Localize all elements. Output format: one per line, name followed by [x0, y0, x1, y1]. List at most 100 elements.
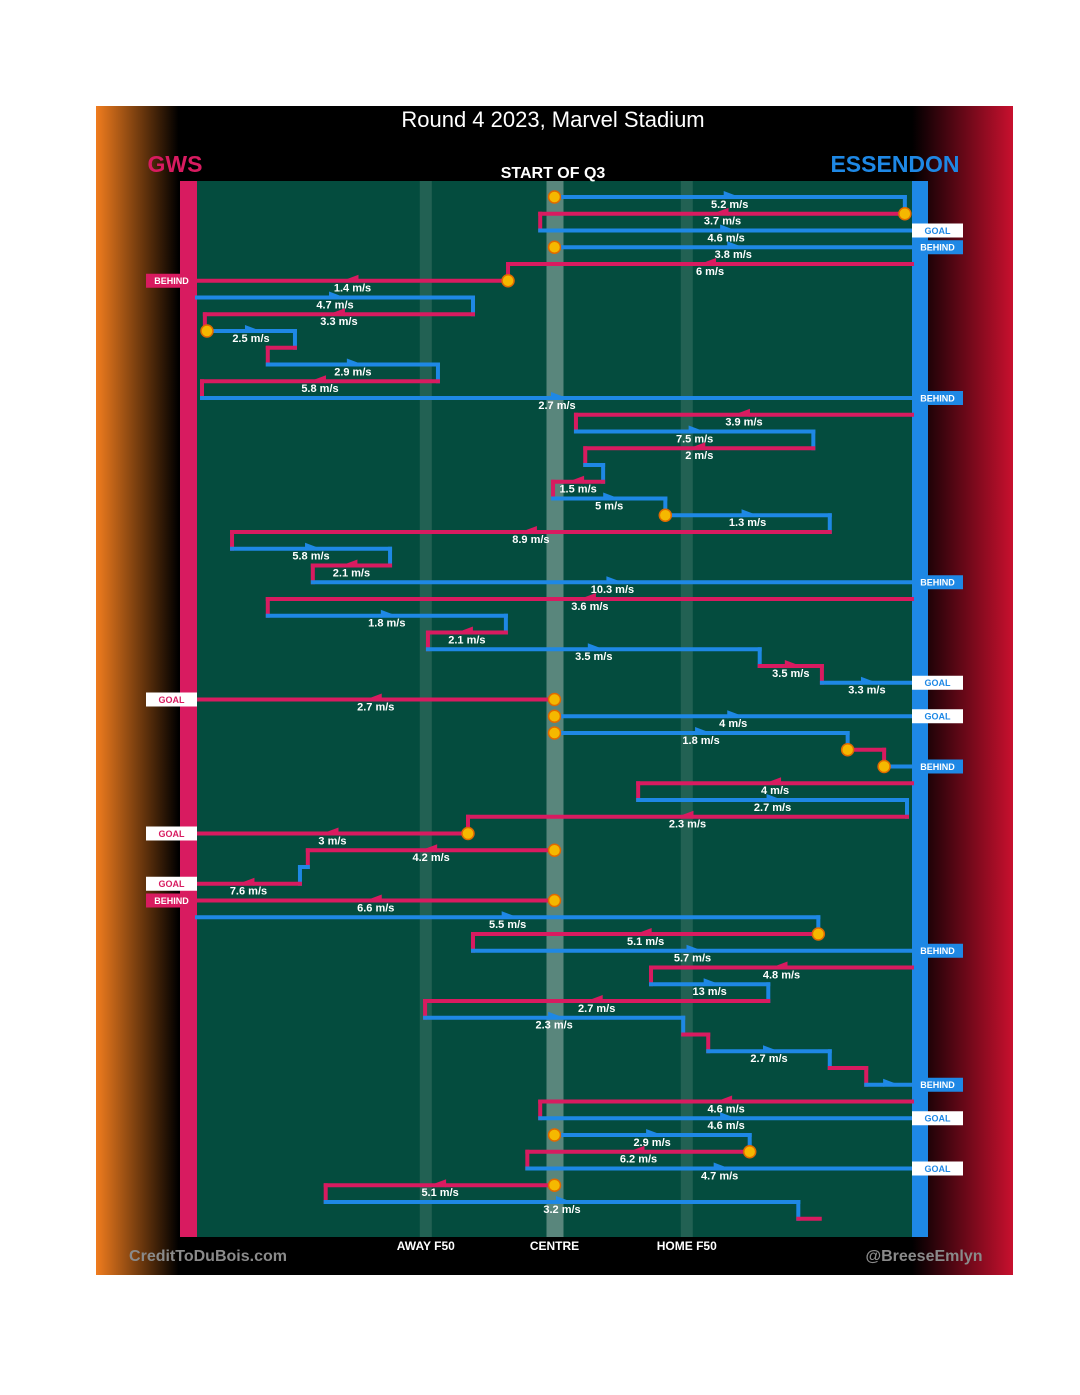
- direction-arrow: [430, 1179, 447, 1188]
- speed-label: 1.4 m/s: [334, 283, 371, 295]
- speed-label: 6 m/s: [696, 266, 724, 278]
- stoppage-marker: [547, 692, 562, 707]
- direction-arrow: [328, 291, 345, 300]
- direction-arrow: [677, 810, 694, 819]
- result-label: GOAL: [159, 879, 186, 889]
- speed-label: 1.8 m/s: [682, 735, 719, 747]
- direction-arrow: [727, 710, 744, 719]
- stoppage-marker: [877, 759, 891, 774]
- stoppage-marker: [461, 826, 475, 841]
- direction-arrow: [723, 191, 740, 199]
- direction-arrow: [603, 492, 620, 501]
- team-left: GWS: [148, 151, 203, 177]
- stoppage-marker: [547, 893, 562, 908]
- speed-label: 4.7 m/s: [701, 1170, 738, 1182]
- credit-left: CreditToDuBois.com: [129, 1248, 287, 1265]
- subtitle: START OF Q3: [501, 165, 606, 182]
- goal-line-right: [912, 181, 928, 1237]
- result-box: [146, 826, 197, 841]
- result-label: BEHIND: [154, 896, 189, 906]
- stoppage-marker: [658, 508, 673, 522]
- direction-arrow: [328, 308, 345, 317]
- result-label: GOAL: [925, 712, 952, 722]
- zone-stripe: [680, 181, 693, 1237]
- result-box: [146, 692, 197, 707]
- direction-arrow: [628, 1145, 645, 1154]
- direction-arrow: [238, 877, 255, 886]
- speed-label: 4.2 m/s: [413, 852, 450, 864]
- direction-arrow: [341, 559, 358, 568]
- direction-arrow: [586, 995, 603, 1003]
- direction-arrow: [883, 1078, 900, 1087]
- result-box: [912, 943, 963, 958]
- result-box: [912, 1161, 963, 1176]
- zone-label: AWAY F50: [397, 1239, 455, 1253]
- result-label: BEHIND: [920, 946, 955, 956]
- speed-label: 3.7 m/s: [704, 216, 741, 228]
- speed-label: 3.9 m/s: [725, 417, 762, 429]
- result-box: [912, 675, 963, 690]
- result-label: BEHIND: [154, 276, 189, 286]
- direction-arrow: [305, 542, 322, 551]
- speed-label: 1.8 m/s: [368, 618, 405, 630]
- direction-arrow: [766, 794, 783, 802]
- title: Round 4 2023, Marvel Stadium: [401, 107, 704, 132]
- direction-arrow: [765, 777, 782, 786]
- direction-arrow: [712, 207, 729, 216]
- direction-arrow: [646, 1129, 663, 1137]
- stoppage-marker: [547, 1178, 562, 1192]
- speed-label: 2.3 m/s: [535, 1020, 572, 1032]
- direction-arrow: [579, 593, 596, 601]
- direction-arrow: [556, 1196, 573, 1204]
- direction-arrow: [421, 844, 438, 853]
- direction-arrow: [720, 1112, 737, 1121]
- speed-label: 3.5 m/s: [772, 668, 809, 680]
- direction-arrow: [365, 894, 382, 903]
- result-box: [912, 575, 963, 590]
- stoppage-marker: [547, 726, 562, 740]
- direction-arrow: [520, 526, 537, 534]
- direction-arrow: [860, 676, 877, 685]
- direction-arrow: [342, 274, 359, 283]
- speed-label: 7.5 m/s: [676, 433, 713, 445]
- direction-arrow: [322, 827, 339, 836]
- speed-label: 6.6 m/s: [357, 902, 394, 914]
- speed-label: 4.6 m/s: [707, 232, 744, 244]
- stoppage-marker: [547, 1128, 562, 1142]
- direction-arrow: [771, 961, 788, 970]
- result-box: [912, 1111, 963, 1126]
- speed-label: 4.8 m/s: [763, 969, 800, 981]
- direction-arrow: [568, 475, 585, 484]
- stoppage-marker: [547, 240, 562, 254]
- result-label: GOAL: [925, 1114, 952, 1124]
- goal-line-left: [180, 181, 197, 1237]
- direction-arrow: [309, 375, 326, 384]
- stoppage-marker: [501, 274, 515, 288]
- speed-label: 5.1 m/s: [421, 1187, 458, 1199]
- speed-label: 4.6 m/s: [707, 1103, 744, 1115]
- direction-arrow: [587, 643, 604, 652]
- speed-label: 4 m/s: [719, 718, 747, 730]
- speed-label: 2.9 m/s: [334, 366, 371, 378]
- result-label: BEHIND: [920, 393, 955, 403]
- speed-label: 5.8 m/s: [292, 551, 329, 563]
- team-right: ESSENDON: [830, 151, 959, 177]
- speed-label: 1.5 m/s: [559, 484, 596, 496]
- zones: AWAY F50 CENTRE HOME F50: [397, 181, 717, 1253]
- direction-arrow: [784, 660, 801, 668]
- speed-label: 2.7 m/s: [754, 802, 791, 814]
- direction-arrow: [741, 509, 758, 518]
- direction-arrow: [551, 392, 568, 400]
- direction-arrow: [686, 944, 703, 953]
- speed-label: 2.7 m/s: [538, 400, 575, 412]
- speed-label: 7.6 m/s: [230, 886, 267, 898]
- result-label: GOAL: [925, 226, 952, 236]
- speed-label: 13 m/s: [693, 986, 727, 998]
- direction-arrow: [713, 1162, 730, 1171]
- speed-label: 5.7 m/s: [674, 953, 711, 965]
- speed-label: 3 m/s: [318, 835, 346, 847]
- result-box: [912, 240, 963, 255]
- result-label: GOAL: [925, 1164, 952, 1174]
